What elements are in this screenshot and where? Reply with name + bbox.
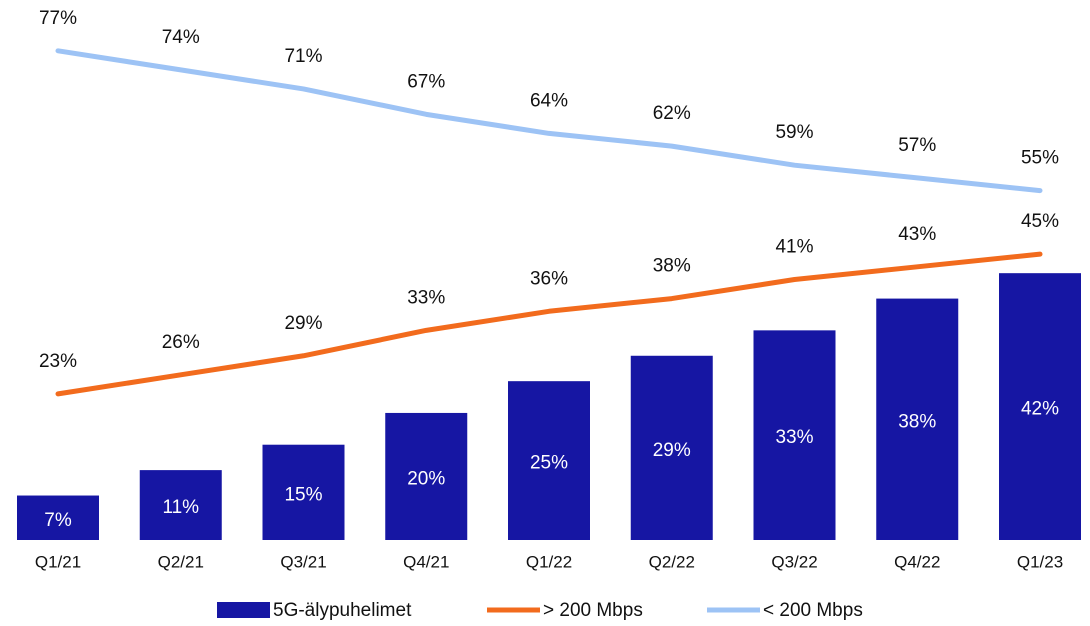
bar	[139, 470, 222, 540]
data-label: 33%	[407, 287, 445, 308]
data-label: 38%	[653, 256, 691, 277]
x-tick-label: Q1/21	[35, 552, 81, 571]
x-tick-label: Q3/21	[280, 552, 326, 571]
data-label: 36%	[530, 268, 568, 289]
legend-label: 5G-älypuhelimet	[273, 600, 412, 621]
data-label: 67%	[407, 71, 445, 92]
data-label: 62%	[653, 103, 691, 124]
x-tick-label: Q4/21	[403, 552, 449, 571]
bar	[508, 381, 590, 540]
data-label: 74%	[162, 27, 200, 48]
data-label: 11%	[162, 497, 199, 518]
data-label: 59%	[775, 122, 813, 143]
bar	[630, 355, 713, 540]
line	[55, 251, 1043, 397]
bar	[999, 273, 1081, 540]
data-label: 38%	[898, 411, 936, 432]
legend-swatch	[217, 602, 270, 618]
data-label: 29%	[653, 440, 691, 461]
data-label: 7%	[44, 510, 72, 531]
data-label: 55%	[1021, 148, 1059, 169]
data-label: 20%	[407, 468, 445, 489]
data-label: 25%	[530, 453, 568, 474]
data-label: 57%	[898, 135, 936, 156]
x-tick-label: Q1/23	[1017, 552, 1063, 571]
data-label: 43%	[898, 224, 936, 245]
data-label: 26%	[162, 332, 200, 353]
x-tick-label: Q2/21	[158, 552, 204, 571]
x-tick-label: Q1/22	[526, 552, 572, 571]
bar	[262, 444, 345, 540]
data-label: 23%	[39, 351, 77, 372]
legend-label: < 200 Mbps	[763, 600, 863, 621]
data-label: 71%	[284, 46, 322, 67]
line	[55, 48, 1043, 194]
x-tick-label: Q4/22	[894, 552, 940, 571]
data-label: 45%	[1021, 211, 1059, 232]
data-label: 15%	[284, 484, 322, 505]
bar	[876, 298, 959, 540]
legend-label: > 200 Mbps	[543, 600, 643, 621]
data-label: 41%	[775, 237, 813, 258]
data-label: 42%	[1021, 399, 1059, 420]
bar	[17, 495, 99, 540]
bar	[753, 330, 836, 540]
bar	[385, 412, 468, 540]
x-tick-label: Q2/22	[649, 552, 695, 571]
data-label: 33%	[775, 427, 813, 448]
data-label: 77%	[39, 8, 77, 29]
data-label: 29%	[284, 313, 322, 334]
x-tick-label: Q3/22	[771, 552, 817, 571]
data-label: 64%	[530, 90, 568, 111]
